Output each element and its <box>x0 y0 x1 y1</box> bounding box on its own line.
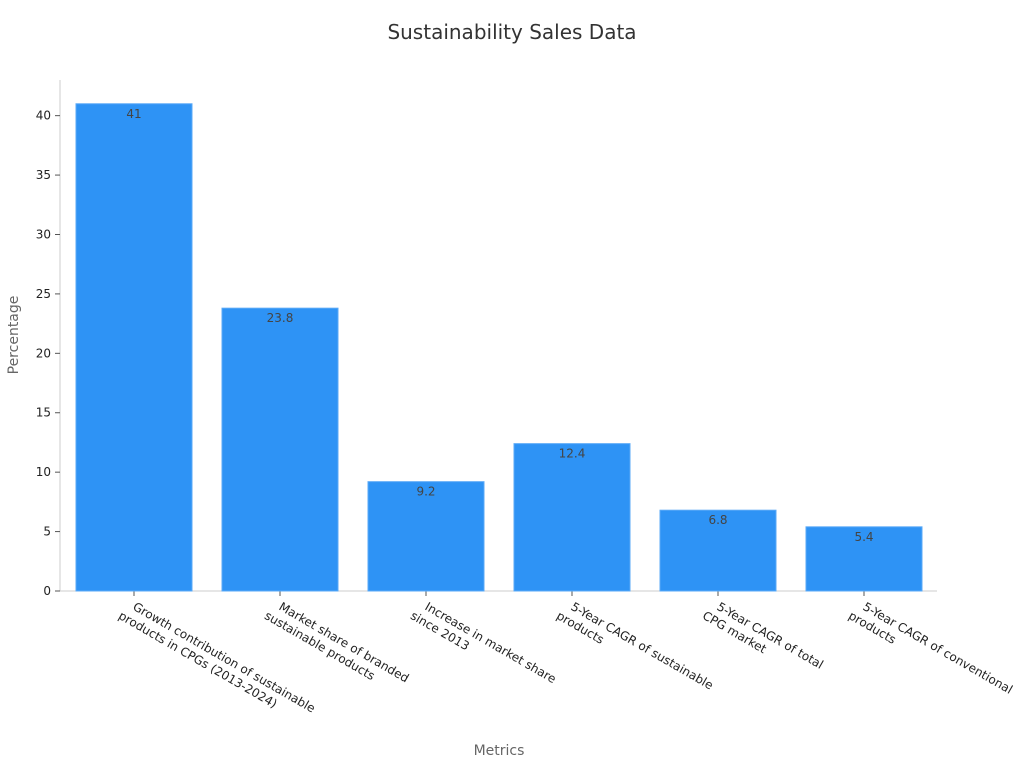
chart-title: Sustainability Sales Data <box>387 20 637 44</box>
data-label: 12.4 <box>559 447 586 461</box>
bars <box>75 103 923 592</box>
data-label: 6.8 <box>708 513 727 527</box>
y-tick-label: 5 <box>43 525 51 539</box>
x-tick-label: Market share of brandedsustainable produ… <box>262 595 411 698</box>
x-tick-label: 5-Year CAGR of conventionalproducts <box>846 595 1015 709</box>
bar <box>367 481 485 592</box>
y-tick-label: 25 <box>36 287 51 301</box>
data-label: 41 <box>126 107 141 121</box>
bar <box>221 307 339 592</box>
x-tick-label: 5-Year CAGR of totalCPG market <box>700 595 826 684</box>
y-tick-label: 10 <box>36 465 51 479</box>
x-axis-title: Metrics <box>474 743 525 759</box>
bar <box>659 509 777 592</box>
data-label: 23.8 <box>267 311 294 325</box>
svg-text:Increase in market sharesince: Increase in market sharesince 2013 <box>408 595 558 699</box>
y-tick-label: 40 <box>36 109 51 123</box>
x-tick-label: Increase in market sharesince 2013 <box>408 595 558 699</box>
y-axis-title: Percentage <box>6 296 22 375</box>
x-tick-label: 5-Year CAGR of sustainableproducts <box>554 595 716 705</box>
axes: 0 5 10 15 20 25 30 35 40 <box>36 80 937 598</box>
data-label: 9.2 <box>416 485 435 499</box>
svg-text:5-Year CAGR of conventionalpro: 5-Year CAGR of conventionalproducts <box>846 595 1015 709</box>
svg-text:5-Year CAGR of totalCPG market: 5-Year CAGR of totalCPG market <box>700 595 826 684</box>
bar <box>513 443 631 592</box>
y-tick-label: 35 <box>36 168 51 182</box>
y-tick-label: 30 <box>36 227 51 241</box>
svg-text:Market share of brandedsustain: Market share of brandedsustainable produ… <box>262 595 411 698</box>
y-tick-label: 15 <box>36 406 51 420</box>
data-label: 5.4 <box>854 530 873 544</box>
bar <box>805 526 923 592</box>
y-tick-label: 0 <box>43 584 51 598</box>
bar <box>75 103 193 592</box>
y-tick-label: 20 <box>36 346 51 360</box>
svg-text:5-Year CAGR of sustainableprod: 5-Year CAGR of sustainableproducts <box>554 595 716 705</box>
